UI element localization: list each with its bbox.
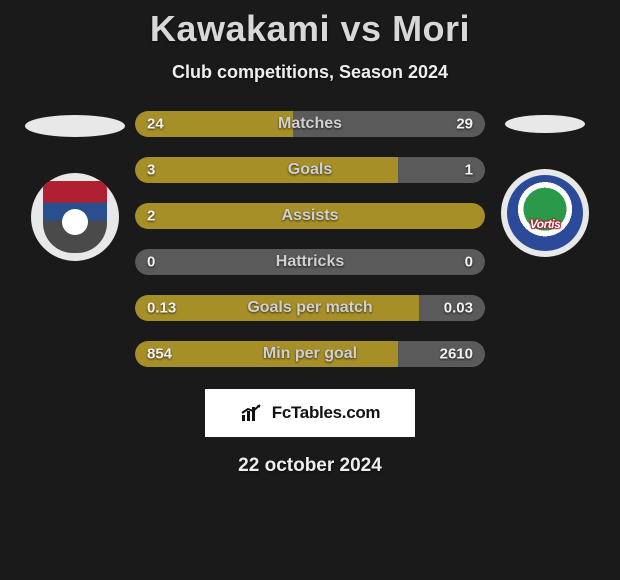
stat-row: 0 Hattricks 0 xyxy=(135,249,485,275)
stat-row: 854 Min per goal 2610 xyxy=(135,341,485,367)
brand-badge: FcTables.com xyxy=(205,389,415,437)
page-subtitle: Club competitions, Season 2024 xyxy=(0,62,620,83)
stat-value-left: 24 xyxy=(147,116,164,133)
stat-value-right: 0.03 xyxy=(444,300,473,317)
main-row: 24 Matches 29 3 Goals 1 2 Assists 0 Hattricks 0 0.1… xyxy=(0,111,620,367)
page-title: Kawakami vs Mori xyxy=(0,8,620,50)
stat-value-right: 0 xyxy=(465,254,473,271)
stat-value-left: 0 xyxy=(147,254,155,271)
stat-value-right: 2610 xyxy=(440,346,473,363)
left-player-column xyxy=(15,111,135,261)
stat-label: Min per goal xyxy=(263,345,357,363)
stat-value-left: 3 xyxy=(147,162,155,179)
crest-right-text: Vortis xyxy=(507,217,583,231)
comparison-card: Kawakami vs Mori Club competitions, Seas… xyxy=(0,0,620,477)
right-player-column: Vortis xyxy=(485,111,605,257)
stats-list: 24 Matches 29 3 Goals 1 2 Assists 0 Hattricks 0 0.1… xyxy=(135,111,485,367)
bar-chart-icon xyxy=(240,403,266,423)
footer-date: 22 october 2024 xyxy=(0,455,620,477)
country-flag-right xyxy=(505,115,585,133)
stat-bar-left xyxy=(135,157,398,183)
club-crest-right: Vortis xyxy=(501,169,589,257)
stat-row: 2 Assists xyxy=(135,203,485,229)
stat-value-left: 0.13 xyxy=(147,300,176,317)
stat-value-right: 29 xyxy=(456,116,473,133)
stat-row: 0.13 Goals per match 0.03 xyxy=(135,295,485,321)
stat-row: 24 Matches 29 xyxy=(135,111,485,137)
stat-label: Hattricks xyxy=(276,253,344,271)
stat-row: 3 Goals 1 xyxy=(135,157,485,183)
crest-right-emblem: Vortis xyxy=(507,175,583,251)
brand-text: FcTables.com xyxy=(272,403,381,423)
crest-left-emblem xyxy=(43,181,107,253)
stat-label: Matches xyxy=(278,115,342,133)
stat-label: Goals xyxy=(288,161,332,179)
stat-label: Goals per match xyxy=(247,299,372,317)
stat-value-right: 1 xyxy=(465,162,473,179)
club-crest-left xyxy=(31,173,119,261)
stat-label: Assists xyxy=(282,207,339,225)
country-flag-left xyxy=(25,115,125,137)
stat-value-left: 854 xyxy=(147,346,172,363)
stat-value-left: 2 xyxy=(147,208,155,225)
